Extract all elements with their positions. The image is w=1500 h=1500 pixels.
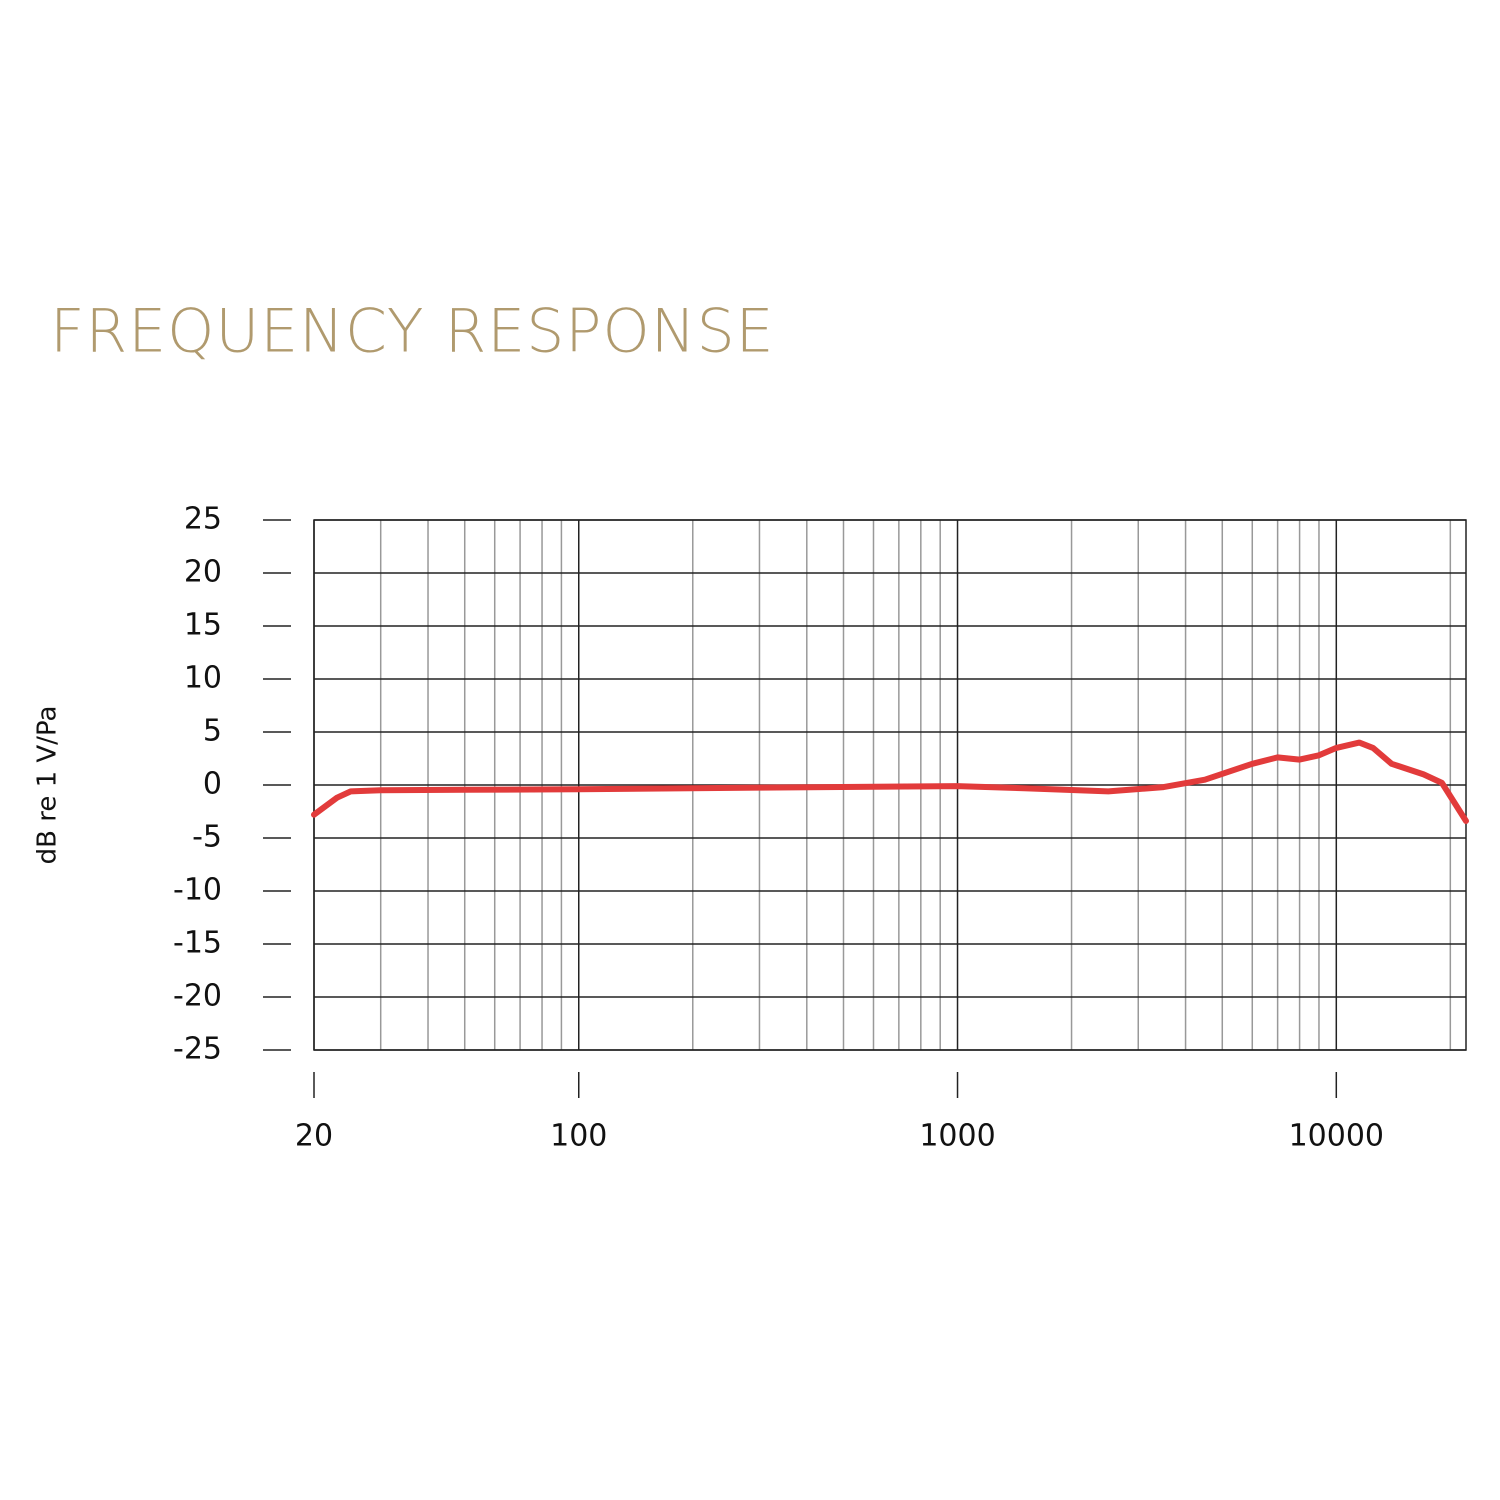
y-tick-label: 0 [203, 767, 222, 802]
response-line [311, 739, 1469, 824]
y-axis-label: dB re 1 V/Pa [33, 706, 63, 865]
y-tick-label: 10 [184, 661, 222, 696]
plot-frame [313, 519, 1467, 1051]
x-tick-label: 100 [550, 1119, 607, 1154]
y-tick-label: -10 [173, 873, 222, 908]
y-tick-label: -15 [173, 926, 222, 961]
x-tick-label: 10000 [1289, 1119, 1384, 1154]
y-tick-label: 25 [184, 502, 222, 537]
y-tick-label: -5 [192, 820, 222, 855]
chart-title: FREQUENCY RESPONSE [50, 297, 775, 367]
y-tick-label: 20 [184, 555, 222, 590]
y-tick-label: 5 [203, 714, 222, 749]
y-tick-label: 15 [184, 608, 222, 643]
x-tick-label: 1000 [919, 1119, 995, 1154]
y-tick-label: -25 [173, 1032, 222, 1067]
x-tick-label: 20 [295, 1119, 333, 1154]
y-tick-label: -20 [173, 979, 222, 1014]
